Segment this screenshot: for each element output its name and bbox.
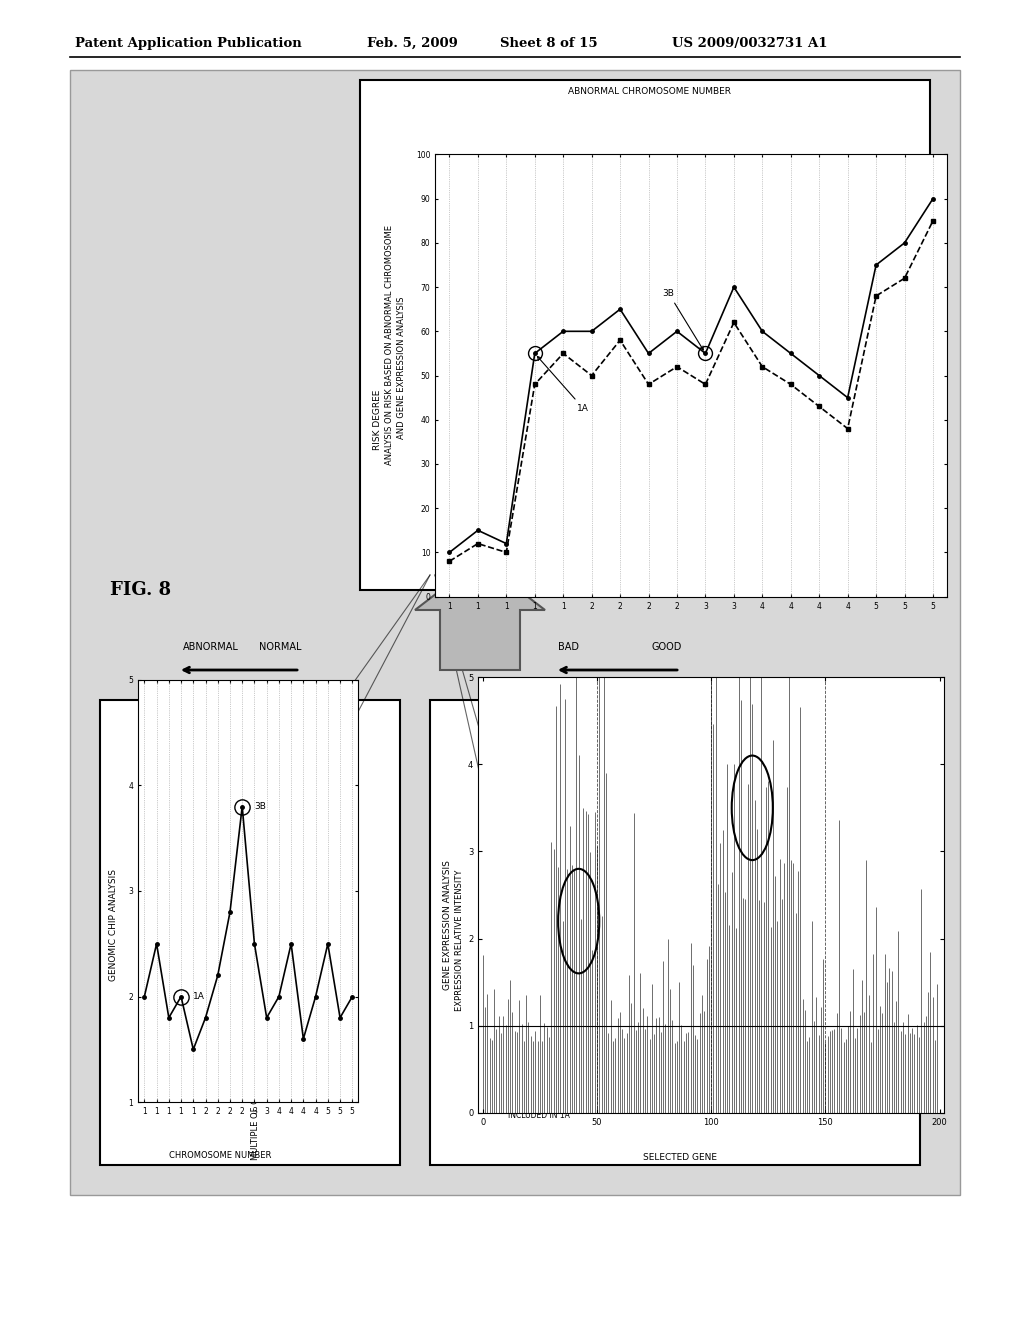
Text: SELECTED GENE: SELECTED GENE	[643, 1152, 717, 1162]
Text: ANALYSIS ON RISK BASED ON ABNORMAL CHROMOSOME: ANALYSIS ON RISK BASED ON ABNORMAL CHROM…	[385, 224, 394, 465]
Text: FIG. 8: FIG. 8	[110, 581, 171, 599]
Bar	[70, 70, 961, 1195]
Text: US 2009/0032731 A1: US 2009/0032731 A1	[672, 37, 827, 50]
Bar	[610, 190, 770, 285]
Text: GENOMIC CHIP ANALYSIS: GENOMIC CHIP ANALYSIS	[109, 869, 118, 981]
Text: MULTIPLE OF COPY INCREASE: MULTIPLE OF COPY INCREASE	[251, 1036, 259, 1160]
Text: BAD: BAD	[558, 642, 579, 652]
Text: AND GENE EXPRESSION ANALYSIS: AND GENE EXPRESSION ANALYSIS	[397, 297, 407, 440]
Text: GENE CLUSTER
INCLUDED IN 1A: GENE CLUSTER INCLUDED IN 1A	[508, 1101, 570, 1119]
Text: GENE EXPRESSION ANALYSIS: GENE EXPRESSION ANALYSIS	[442, 861, 452, 990]
Bar	[430, 700, 920, 1166]
Text: Feb. 5, 2009: Feb. 5, 2009	[367, 37, 458, 50]
Text: 3B: 3B	[254, 803, 266, 810]
Bar	[100, 700, 400, 1166]
Text: 1A: 1A	[538, 356, 589, 413]
Polygon shape	[415, 560, 545, 671]
Text: 3B: 3B	[663, 289, 703, 350]
Text: EXPRESSION RELATIVE INTENSITY: EXPRESSION RELATIVE INTENSITY	[456, 870, 465, 1011]
Text: CHROMOSOME NUMBER: CHROMOSOME NUMBER	[169, 1151, 271, 1160]
Text: Patent Application Publication: Patent Application Publication	[75, 37, 302, 50]
Text: 1A: 1A	[194, 993, 205, 1001]
Text: ABNORMAL
CHROMOSOME
ANALYSIS: ABNORMAL CHROMOSOME ANALYSIS	[648, 195, 699, 215]
Text: NORMAL: NORMAL	[259, 642, 302, 652]
Text: ABNORMAL: ABNORMAL	[183, 642, 239, 652]
Text: ABNORMAL CHROMOSOME NUMBER: ABNORMAL CHROMOSOME NUMBER	[568, 87, 731, 96]
Bar	[360, 81, 930, 590]
Text: RISK DEGREE: RISK DEGREE	[374, 389, 383, 450]
Text: PLUS GENE
EXPRESSION: PLUS GENE EXPRESSION	[648, 256, 692, 268]
Text: GOOD: GOOD	[651, 642, 682, 652]
Text: GENE CLUSTER
INCLUDED IN 3B: GENE CLUSTER INCLUDED IN 3B	[508, 975, 570, 995]
Text: Sheet 8 of 15: Sheet 8 of 15	[500, 37, 598, 50]
